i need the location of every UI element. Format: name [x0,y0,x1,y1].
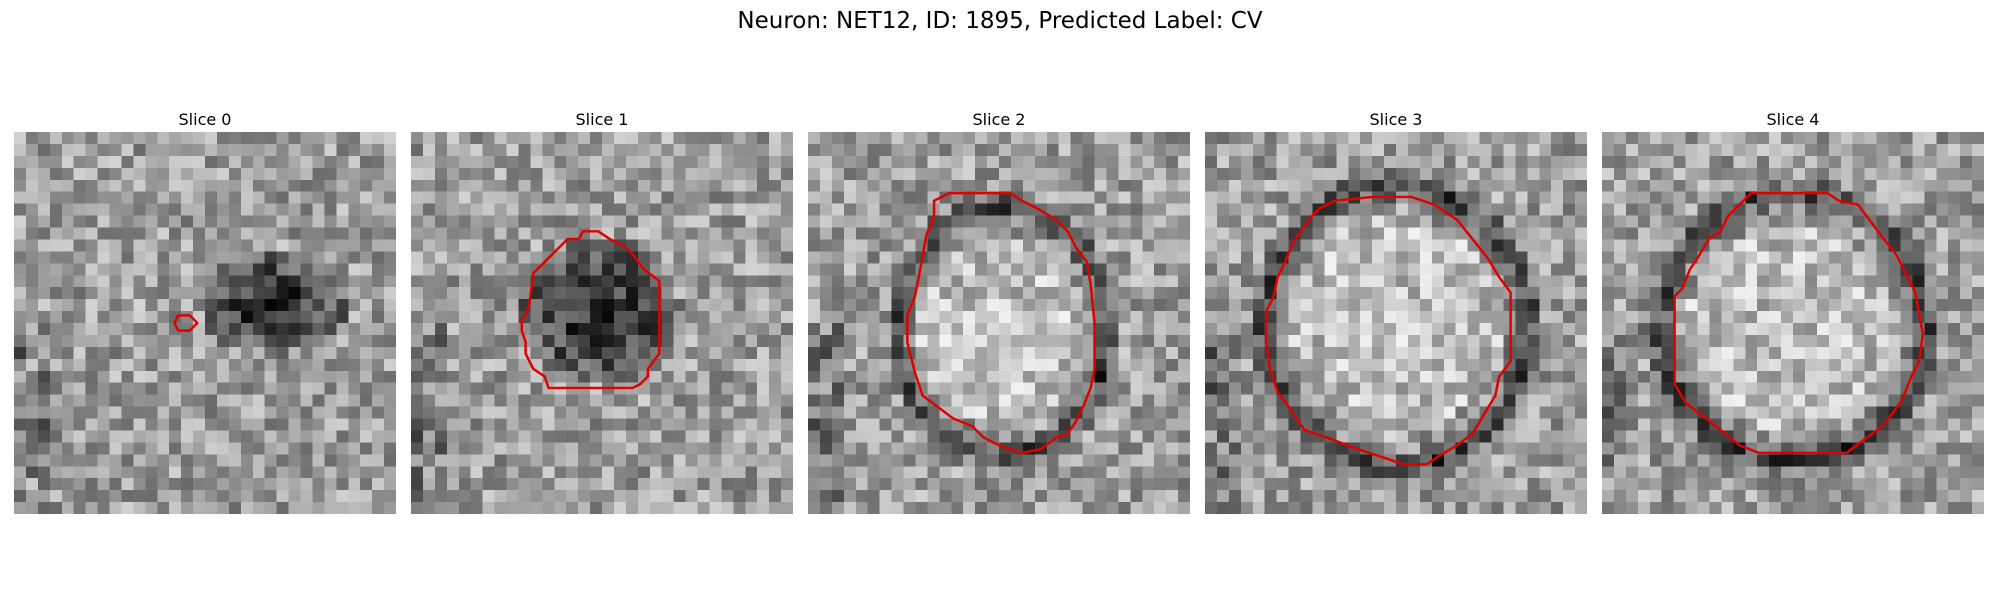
slice-title-3: Slice 3 [1205,108,1587,132]
slice-image-2 [808,132,1190,514]
slice-panel-2: Slice 2 [808,108,1190,514]
pixel-grid-3 [1205,132,1587,514]
slice-title-2: Slice 2 [808,108,1190,132]
slice-title-1: Slice 1 [411,108,793,132]
slice-panel-0: Slice 0 [14,108,396,514]
pixel-grid-1 [411,132,793,514]
pixel-grid-2 [808,132,1190,514]
slice-panel-4: Slice 4 [1602,108,1984,514]
slice-panel-1: Slice 1 [411,108,793,514]
slice-panel-3: Slice 3 [1205,108,1587,514]
slice-title-4: Slice 4 [1602,108,1984,132]
slice-image-4 [1602,132,1984,514]
slice-image-0 [14,132,396,514]
figure-title: Neuron: NET12, ID: 1895, Predicted Label… [0,6,2000,36]
slice-image-1 [411,132,793,514]
pixel-grid-4 [1602,132,1984,514]
slice-image-3 [1205,132,1587,514]
slice-title-0: Slice 0 [14,108,396,132]
pixel-grid-0 [14,132,396,514]
